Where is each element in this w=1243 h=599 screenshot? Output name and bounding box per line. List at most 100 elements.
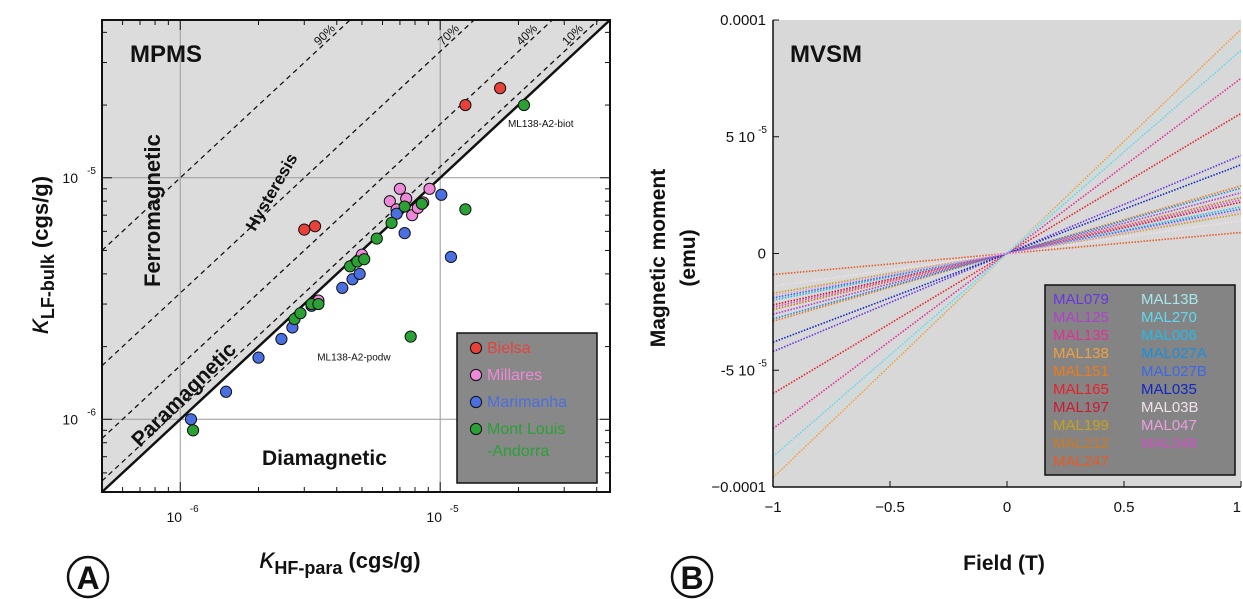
panel-a-badge-circle bbox=[66, 555, 110, 599]
series-line-5 bbox=[772, 112, 1242, 395]
legend-marker bbox=[469, 341, 483, 355]
legend-label: MAL212 bbox=[1053, 435, 1109, 452]
series-line-18 bbox=[772, 199, 1242, 308]
legend-label-line: Millares bbox=[487, 367, 542, 384]
panel-a-legend-box bbox=[456, 332, 598, 484]
point-0-1 bbox=[308, 220, 322, 233]
point-3-13 bbox=[459, 203, 472, 216]
y-tick-label: 0.0001 bbox=[720, 12, 766, 29]
panel-a-y-axis-label: κLF-bulk (cgs/g) bbox=[22, 176, 58, 334]
point-3-12 bbox=[404, 330, 417, 343]
point-2-6 bbox=[336, 281, 349, 294]
point-2-0 bbox=[184, 413, 198, 426]
legend-label: MAL151 bbox=[1053, 363, 1109, 380]
series-line-6 bbox=[772, 201, 1242, 306]
percent-line bbox=[101, 19, 351, 251]
x-axis-subscript: HF-para bbox=[274, 558, 343, 578]
panel-a-title: MPMS bbox=[130, 41, 202, 68]
panel-b-x-axis-label: Field (T) bbox=[963, 552, 1045, 575]
panel-b-badge: B bbox=[670, 555, 714, 599]
panel-b-title: MVSM bbox=[790, 41, 862, 68]
point-3-0 bbox=[186, 424, 200, 437]
y-tick-exponent: -5 bbox=[758, 358, 767, 369]
legend-label: Mont Louis -Andorra bbox=[487, 421, 565, 460]
x-tick-label: 0.5 bbox=[1114, 499, 1135, 516]
y-tick-label: −0.0001 bbox=[711, 479, 766, 496]
point-2-8 bbox=[353, 267, 366, 280]
panel-b-badge-circle bbox=[670, 555, 714, 599]
y-axis-kappa: κ bbox=[22, 317, 55, 334]
point-1-4 bbox=[393, 182, 407, 195]
panel-a-frame bbox=[101, 19, 611, 493]
x-tick-label: −0.5 bbox=[875, 499, 905, 516]
legend-label: Millares bbox=[487, 367, 542, 384]
legend-label: MAL270 bbox=[1141, 309, 1197, 326]
point-3-11 bbox=[415, 197, 428, 210]
legend-label: MAL165 bbox=[1053, 381, 1109, 398]
y-tick-exponent: -6 bbox=[87, 407, 96, 418]
legend-marker bbox=[469, 395, 483, 409]
panel-a-badge: A bbox=[66, 555, 110, 599]
legend-label: MAL125 bbox=[1053, 309, 1109, 326]
point-1-2 bbox=[383, 195, 396, 208]
legend-label: MAL048 bbox=[1141, 435, 1197, 452]
point-2-12 bbox=[444, 250, 458, 264]
panel-b-legend: MAL079MAL125MAL135MAL138MAL151MAL165MAL1… bbox=[1044, 284, 1236, 476]
legend-label-line: Marimanha bbox=[487, 394, 567, 411]
panel-a-points bbox=[184, 82, 531, 437]
x-tick-exponent: -6 bbox=[190, 504, 199, 515]
point-0-3 bbox=[494, 82, 507, 95]
point-2-10 bbox=[398, 227, 411, 240]
series-line-10 bbox=[772, 38, 1242, 469]
x-tick-label: 1 bbox=[1233, 499, 1241, 516]
panel-b-y-axis-label-line2: (emu) bbox=[677, 229, 700, 286]
legend-label-line: -Andorra bbox=[487, 443, 549, 460]
panel-b-chart: MVSM MAL079MAL125MAL135MAL138MAL151MAL16… bbox=[647, 12, 1242, 599]
x-tick-label: 10 bbox=[166, 509, 182, 525]
panel-b-y-axis-label-line1: Magnetic moment bbox=[647, 169, 670, 348]
series-line-0 bbox=[772, 154, 1242, 353]
y-tick-label: 10 bbox=[62, 411, 78, 427]
point-2-9 bbox=[390, 207, 403, 220]
legend-label: MAL199 bbox=[1053, 417, 1109, 434]
point-3-10 bbox=[398, 200, 411, 213]
y-axis-subscript: LF-bulk bbox=[38, 253, 58, 319]
point-2-1 bbox=[219, 385, 233, 398]
legend-label: MAL035 bbox=[1141, 381, 1197, 398]
x-axis-unit: (cgs/g) bbox=[348, 548, 420, 573]
x-tick-label: 10 bbox=[426, 509, 442, 525]
legend-label-line: Bielsa bbox=[487, 340, 531, 357]
panel-b-badge-letter: B bbox=[680, 560, 703, 596]
x-axis-kappa: κ bbox=[259, 542, 276, 575]
x-tick-exponent: -5 bbox=[450, 504, 459, 515]
legend-label: MAL13B bbox=[1141, 291, 1199, 308]
point-2-11 bbox=[435, 188, 448, 201]
legend-label: MAL197 bbox=[1053, 399, 1109, 416]
legend-label-line: Mont Louis bbox=[487, 421, 565, 438]
point-3-2 bbox=[294, 307, 307, 320]
x-tick-label: −1 bbox=[764, 499, 781, 516]
percent-line bbox=[101, 19, 553, 439]
region-label-diamagnetic: Diamagnetic bbox=[262, 447, 387, 470]
legend-label: MAL03B bbox=[1141, 399, 1199, 416]
x-tick-label: 0 bbox=[1003, 499, 1011, 516]
panel-a-x-tick-labels: 10 -6 10 -5 bbox=[166, 504, 459, 525]
legend-label: MAL138 bbox=[1053, 345, 1109, 362]
panel-a-legend: Bielsa Millares Marimanha Mont Louis -Andorr… bbox=[456, 332, 598, 484]
annotation-label: ML138-A2-podw bbox=[317, 353, 391, 364]
legend-label: MAL079 bbox=[1053, 291, 1109, 308]
panel-b-x-tick-labels: −1 −0.5 0 0.5 1 bbox=[764, 499, 1241, 516]
legend-label: MAL006 bbox=[1141, 327, 1197, 344]
y-tick-label: 5 10 bbox=[726, 129, 755, 146]
panel-a-badge-letter: A bbox=[76, 560, 99, 596]
series-line-1 bbox=[772, 192, 1242, 315]
legend-label: MAL047 bbox=[1141, 417, 1197, 434]
point-2-3 bbox=[275, 332, 288, 346]
region-label-ferromagnetic: Ferromagnetic bbox=[140, 134, 165, 287]
legend-marker bbox=[469, 368, 483, 382]
percent-line bbox=[101, 19, 475, 367]
panel-a-annotations: ML138-A2-biot ML138-A2-podw bbox=[317, 119, 574, 364]
annotation-label: ML138-A2-biot bbox=[508, 119, 574, 130]
legend-label: MAL135 bbox=[1053, 327, 1109, 344]
